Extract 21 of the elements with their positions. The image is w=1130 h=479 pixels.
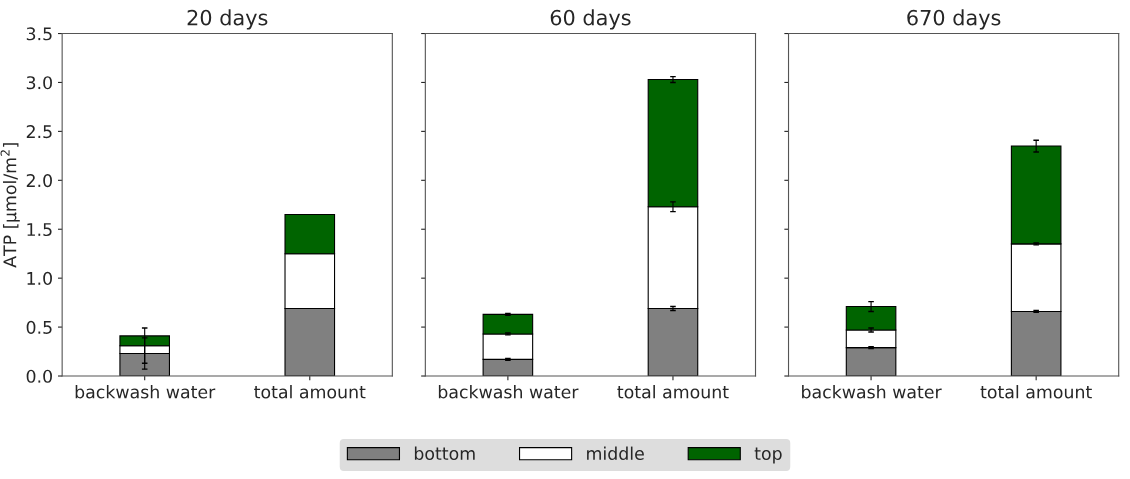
x-tick-label: total amount xyxy=(254,385,366,399)
y-tick-label: 1.0 xyxy=(27,271,52,285)
x-tick-label: total amount xyxy=(617,385,729,399)
legend-label: top xyxy=(754,447,782,464)
y-tick-label: 3.0 xyxy=(26,76,52,90)
chart-title: 60 days xyxy=(550,9,631,30)
y-tick-label: 1.5 xyxy=(27,223,52,237)
y-axis-title: ATP [µmol/m$^{2}$] xyxy=(0,143,20,268)
y-tick-label: 2.5 xyxy=(26,125,52,139)
legend-label: bottom xyxy=(414,446,475,461)
y-tick-label: 3.5 xyxy=(26,27,52,41)
y-tick-label: 0.0 xyxy=(26,369,52,383)
x-tick-label: backwash water xyxy=(438,385,579,399)
y-tick-label: 0.5 xyxy=(26,320,52,334)
chart-title: 20 days xyxy=(187,9,268,30)
chart-title: 670 days xyxy=(907,9,1001,30)
legend-label: middle xyxy=(587,446,644,461)
x-tick-label: backwash water xyxy=(75,385,216,399)
y-tick-label: 2.0 xyxy=(26,174,52,188)
x-tick-label: backwash water xyxy=(802,385,942,399)
x-tick-label: total amount xyxy=(980,385,1092,399)
